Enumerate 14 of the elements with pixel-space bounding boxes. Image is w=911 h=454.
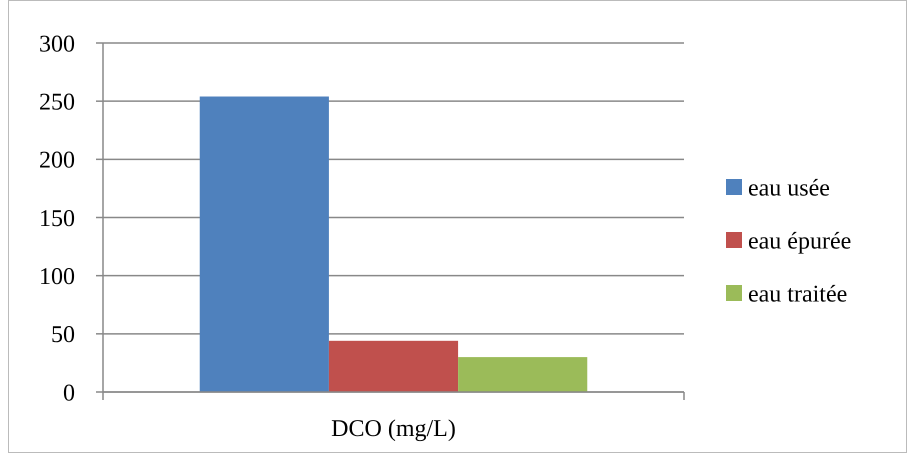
bar <box>458 357 588 392</box>
bar <box>200 96 329 392</box>
bar <box>328 340 458 392</box>
x-tick-label: DCO (mg/L) <box>331 416 456 442</box>
y-tick-label: 200 <box>39 148 75 174</box>
y-tick-label: 150 <box>39 206 75 232</box>
y-tick-label: 50 <box>51 322 75 348</box>
legend-label: eau usée <box>748 175 830 202</box>
y-tick-label: 100 <box>39 264 75 290</box>
legend-label: eau traitée <box>748 281 848 308</box>
y-tick-label: 0 <box>63 380 75 406</box>
y-tick-label: 300 <box>39 31 75 58</box>
y-tick-label: 250 <box>39 90 75 116</box>
legend-label: eau épurée <box>748 228 852 254</box>
